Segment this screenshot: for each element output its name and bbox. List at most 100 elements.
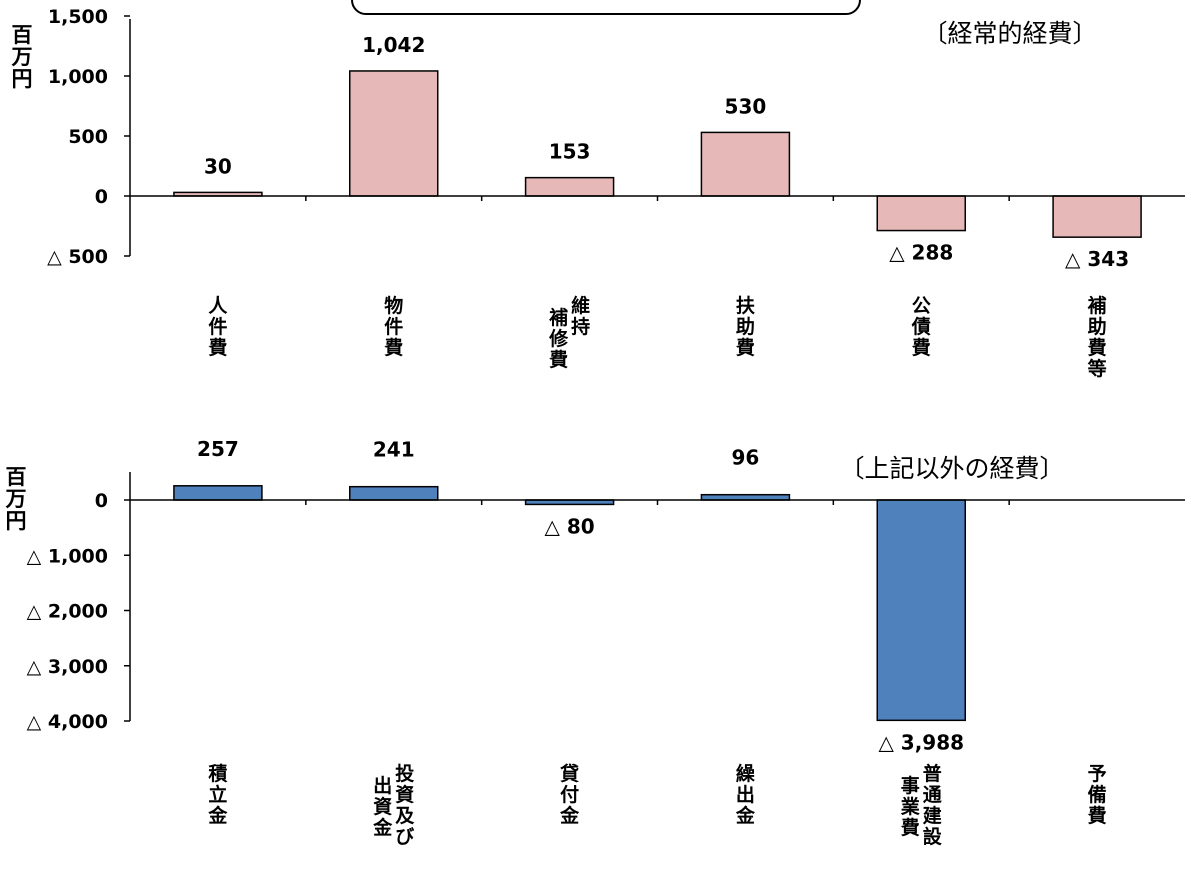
category-char: 件 — [384, 315, 403, 338]
bar-2 — [349, 485, 439, 501]
category-char: 繰 — [736, 762, 756, 785]
category-char: 立 — [208, 783, 227, 806]
category-char: 積 — [208, 762, 227, 785]
category-char: 費 — [208, 336, 227, 359]
category-char: 業 — [900, 795, 921, 818]
category-char: 出 — [736, 783, 755, 806]
y-tick-label: △ 2,000 — [27, 601, 108, 623]
category-char: 金 — [735, 804, 756, 827]
category-char: 備 — [1088, 783, 1107, 806]
category-char: 費 — [912, 336, 931, 359]
category-char: 及 — [395, 805, 415, 827]
y-tick-label: 1,000 — [48, 66, 108, 88]
bar-3 — [524, 176, 615, 197]
category-char: 持 — [571, 315, 590, 338]
bar-2 — [349, 70, 439, 197]
category-char: 通 — [923, 784, 943, 806]
category-char: 債 — [911, 315, 931, 338]
category-char: 事 — [901, 774, 920, 797]
category-char: 人 — [208, 295, 228, 317]
category-char: 付 — [560, 783, 579, 806]
chart1-y-ticks: △ 500 0 500 1,000 1,500 — [47, 6, 130, 268]
category-char: 補 — [1087, 294, 1107, 317]
category-char: 予 — [1088, 763, 1107, 785]
category-char: 助 — [736, 315, 755, 338]
category-char: 投 — [395, 762, 414, 785]
category-char: 費 — [1088, 804, 1107, 827]
category-char: 資 — [373, 795, 392, 818]
y-tick-label: △ 500 — [47, 246, 108, 268]
y-tick-label: 0 — [95, 186, 108, 208]
category-char: 助 — [1088, 315, 1107, 338]
bar-6 — [1052, 195, 1142, 238]
category-char: 費 — [736, 336, 755, 359]
data-label-1: 257 — [197, 437, 239, 461]
category-char: 貸 — [559, 762, 579, 785]
category-char: 物 — [384, 294, 403, 317]
data-label-4: 530 — [725, 94, 767, 118]
data-label-3: 153 — [549, 140, 591, 164]
category-char: 金 — [559, 804, 580, 827]
category-char: 費 — [384, 336, 403, 359]
y-tick-label: 1,500 — [48, 6, 108, 28]
category-char: び — [395, 826, 414, 848]
category-char: 費 — [549, 348, 568, 371]
category-char: 修 — [548, 327, 569, 350]
category-char: 金 — [372, 816, 393, 839]
y-tick-label: △ 3,000 — [27, 656, 108, 678]
category-char: 普 — [923, 762, 942, 785]
unit-char: 円 — [12, 67, 33, 91]
category-char: 件 — [208, 315, 227, 338]
data-label-1: 30 — [204, 154, 232, 178]
category-char: 金 — [207, 804, 228, 827]
y-tick-label: 0 — [95, 490, 108, 512]
chart-other-expenses: 〔上記以外の経費〕 百万円 △ 4,000 △ 3,000 △ 2,000 △ 1,0… — [5, 437, 1185, 848]
category-char: 出 — [373, 774, 392, 797]
category-char: 等 — [1087, 357, 1107, 380]
unit-char: 万 — [11, 45, 33, 69]
chart2-section-label: 〔上記以外の経費〕 — [839, 454, 1064, 483]
unit-char: 百 — [12, 23, 33, 47]
data-label-3: △ 80 — [544, 514, 594, 538]
chart1-section-label: 〔経常的経費〕 — [922, 19, 1097, 48]
category-char: 維 — [571, 294, 590, 317]
category-char: 費 — [901, 816, 920, 839]
data-label-2: 241 — [373, 438, 415, 462]
chart-ordinary-expenses: 〔経常的経費〕 百万円 △ 500 0 500 1,000 1,500 30 1,042 1… — [11, 6, 1185, 380]
chart2-unit-label: 百万円 — [5, 465, 27, 533]
category-char: 設 — [923, 825, 943, 848]
category-char: 費 — [1088, 336, 1107, 359]
unit-char: 百 — [6, 465, 27, 489]
bar-4 — [700, 493, 791, 501]
category-char: 資 — [395, 783, 414, 806]
bar-1 — [173, 485, 263, 501]
data-label-4: 96 — [731, 446, 759, 470]
chart1-unit-label: 百万円 — [11, 23, 33, 91]
data-label-6: △ 343 — [1065, 247, 1129, 271]
chart2-bars — [173, 485, 966, 722]
chart1-x-ticks — [305, 196, 1010, 201]
category-char: 建 — [923, 804, 942, 827]
header-box — [351, 0, 861, 15]
chart2-x-ticks — [305, 500, 1010, 505]
bar-5 — [876, 195, 966, 232]
category-char: 扶 — [736, 294, 756, 317]
bar-4 — [700, 131, 791, 197]
y-tick-label: △ 1,000 — [27, 545, 108, 567]
y-tick-label: △ 4,000 — [27, 711, 108, 733]
bar-5 — [876, 499, 966, 722]
category-char: 補 — [548, 306, 568, 329]
category-char: 公 — [912, 295, 931, 317]
data-label-5: △ 3,988 — [878, 730, 964, 754]
data-label-2: 1,042 — [362, 33, 425, 57]
unit-char: 万 — [5, 487, 27, 511]
y-tick-label: 500 — [68, 126, 108, 148]
data-label-5: △ 288 — [889, 241, 953, 265]
chart1-bars — [173, 70, 1142, 238]
chart1-data-labels: 30 1,042 153 530 △ 288 △ 343 — [204, 33, 1129, 271]
chart2-y-ticks: △ 4,000 △ 3,000 △ 2,000 △ 1,000 0 — [27, 490, 130, 733]
